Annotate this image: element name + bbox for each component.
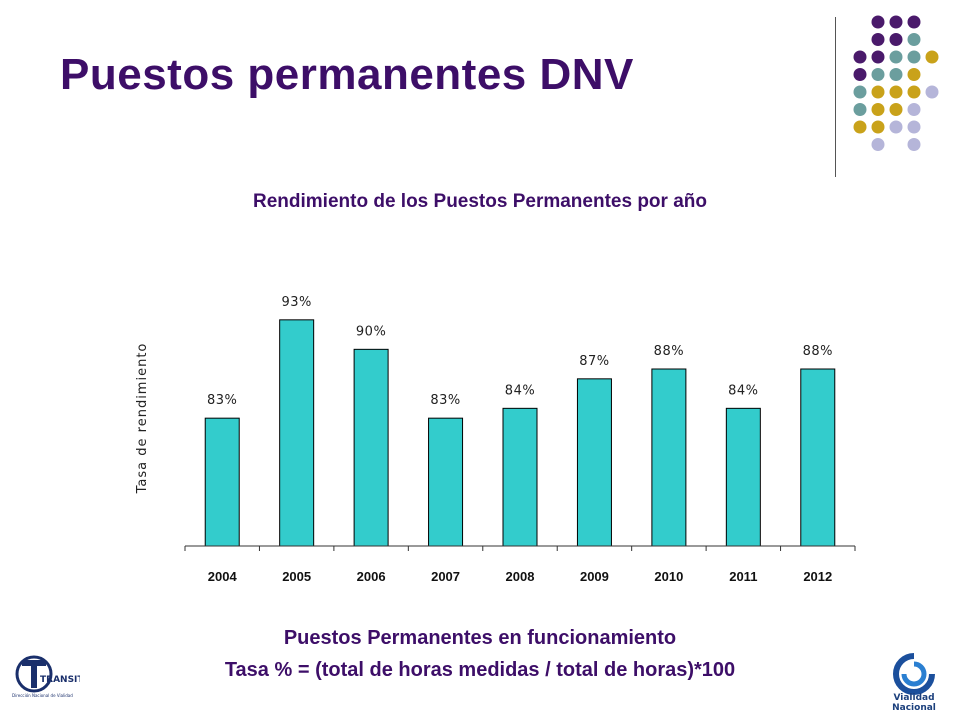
decorative-dot — [907, 33, 921, 46]
decorative-divider — [835, 17, 836, 177]
decorative-dot — [925, 85, 939, 99]
decorative-dot — [889, 85, 903, 99]
bar-2012 — [800, 368, 836, 547]
chart-title: Rendimiento de los Puestos Permanentes p… — [253, 191, 707, 212]
decorative-dot — [871, 15, 885, 29]
decorative-dot — [853, 50, 867, 64]
x-tick-label-2009: 2009 — [580, 569, 609, 584]
data-label-2007: 83% — [430, 393, 460, 408]
decorative-dot — [853, 68, 867, 81]
slide-title: Puestos permanentes DNV — [60, 50, 634, 99]
decorative-dot-grid — [853, 15, 939, 151]
vialidad-logo-text: Vialidad — [893, 693, 934, 703]
vialidad-nacional-logo: Vialidad Nacional — [892, 653, 936, 713]
x-tick-label-2010: 2010 — [654, 569, 683, 584]
bar-2011 — [725, 407, 761, 547]
bar-2004 — [204, 417, 240, 547]
decorative-dot — [907, 120, 921, 134]
decorative-dot — [907, 138, 921, 151]
x-tick-label-2011: 2011 — [729, 569, 757, 584]
decorative-dot — [925, 50, 939, 64]
decorative-dot — [907, 103, 921, 116]
decorative-dot — [853, 120, 867, 134]
data-label-2004: 83% — [207, 393, 237, 408]
x-tick-label-2012: 2012 — [803, 569, 832, 584]
data-label-2005: 93% — [281, 295, 311, 310]
caption-line-2: Tasa % = (total de horas medidas / total… — [224, 659, 736, 681]
decorative-dot — [853, 103, 867, 116]
transito-logo: TRANSITO Dirección Nacional de Vialidad — [12, 655, 80, 698]
decorative-dot — [907, 85, 921, 99]
decorative-dot — [889, 68, 903, 81]
bar-2008 — [502, 407, 538, 547]
x-tick-label-2008: 2008 — [506, 569, 535, 584]
decorative-dot — [907, 68, 921, 81]
data-label-2012: 88% — [803, 344, 833, 359]
decorative-dot — [853, 85, 867, 99]
decorative-dot — [871, 33, 885, 46]
nacional-logo-text: Nacional — [892, 703, 936, 713]
transito-logo-subtext: Dirección Nacional de Vialidad — [12, 693, 73, 698]
decorative-dot — [871, 103, 885, 116]
bar-2006 — [353, 348, 389, 547]
x-tick-label-2007: 2007 — [431, 569, 460, 584]
bar-2005 — [279, 319, 315, 547]
data-label-2009: 87% — [579, 354, 609, 369]
decorative-dot — [871, 138, 885, 151]
caption-line-1: Puestos Permanentes en funcionamiento — [283, 627, 677, 649]
decorative-dot — [871, 68, 885, 81]
data-label-2011: 84% — [728, 383, 758, 398]
data-label-2008: 84% — [505, 383, 535, 398]
data-label-2006: 90% — [356, 324, 386, 339]
decorative-dot — [889, 33, 903, 46]
decorative-dot — [907, 50, 921, 64]
data-label-2010: 88% — [654, 344, 684, 359]
decorative-dot — [871, 85, 885, 99]
decorative-dot — [889, 120, 903, 134]
decorative-dot — [871, 120, 885, 134]
bar-2009 — [576, 378, 612, 547]
decorative-dot — [907, 15, 921, 29]
x-tick-label-2004: 2004 — [208, 569, 238, 584]
x-tick-label-2005: 2005 — [282, 569, 311, 584]
transito-logo-text: TRANSITO — [40, 675, 80, 685]
decorative-dot — [871, 50, 885, 64]
y-axis-label: Tasa de rendimiento — [135, 343, 150, 495]
bar-chart: Tasa de rendimiento 83% 93% 90% 83% 84% 87% 88… — [135, 295, 856, 584]
bar-2007 — [428, 417, 464, 547]
decorative-dot — [889, 50, 903, 64]
bar-2010 — [651, 368, 687, 547]
decorative-dot — [889, 15, 903, 29]
x-tick-label-2006: 2006 — [357, 569, 386, 584]
decorative-dot — [889, 103, 903, 116]
